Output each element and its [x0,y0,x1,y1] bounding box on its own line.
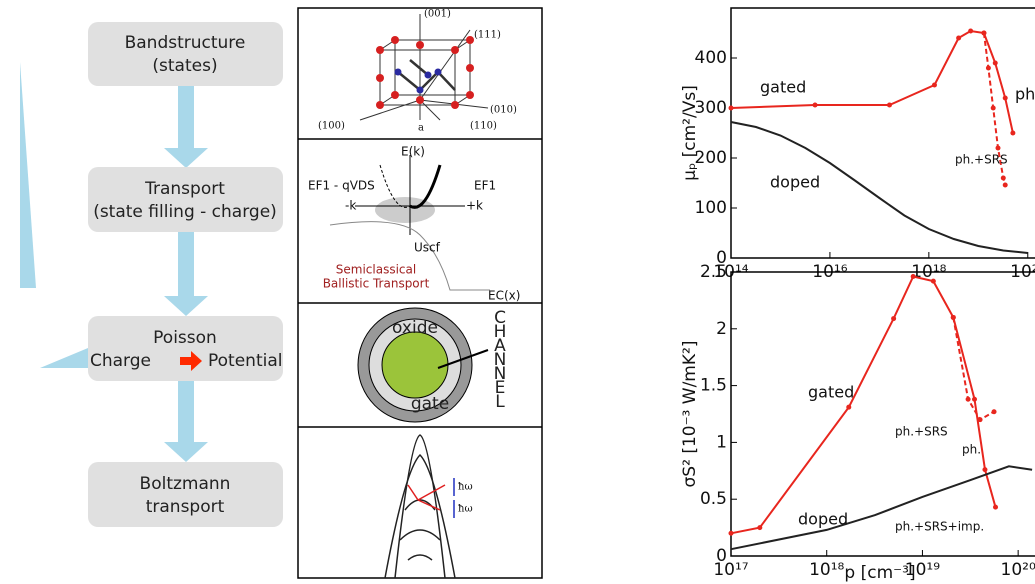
point [993,505,998,510]
point [932,83,937,88]
crystal-label: (010) [490,105,517,116]
flow-arrows [20,62,208,462]
caption: Semiclassical [336,263,416,277]
band-label: EF1 [474,179,496,193]
band-label: Uscf [414,241,441,255]
box-text: (state filling - charge) [93,202,277,222]
figure: Bandstructure (states) Transport (state … [0,0,1035,584]
point [992,409,997,414]
y-tick-label: 2.5 [700,262,727,282]
point [986,66,991,71]
box-text: Transport [144,179,225,199]
point [995,146,1000,151]
point [813,103,818,108]
point [887,103,892,108]
x-tick-label: 10¹⁸ [809,560,844,580]
y-tick-label: 2 [716,319,727,339]
point [968,29,973,34]
point [1003,183,1008,188]
series-line [953,317,994,419]
box-text: Charge [90,351,151,371]
point [729,106,734,111]
band-label: EF1 - qVDS [308,179,375,193]
crystal-label: (100) [318,121,345,132]
y-axis-label: σS² [10⁻³ W/mK²] [680,341,700,488]
flow-box [88,167,283,232]
y-tick-label: 0.5 [700,489,727,509]
point [978,417,983,422]
point [729,531,734,536]
box-text: (states) [152,56,217,76]
y-axis-label: μₚ [cm²/Vs] [680,85,700,181]
point [757,525,762,530]
point [972,397,977,402]
annotation: gated [760,78,806,97]
point [956,36,961,41]
annotation: ph. [962,443,981,457]
point [1010,131,1015,136]
point [1001,176,1006,181]
flow-box [88,462,283,527]
annotation: ph.+SRS [955,153,1008,167]
point [951,315,956,320]
point [966,397,971,402]
oxide-label: oxide [392,318,438,338]
x-axis-label: p [cm⁻³] [844,563,915,583]
caption: Ballistic Transport [323,277,430,291]
y-tick-label: 1 [716,432,727,452]
point [993,61,998,66]
annotation: gated [808,383,854,402]
channel [382,332,448,398]
point [981,31,986,36]
band-sketch [385,435,455,578]
band-label: E(k) [401,145,425,159]
annotation: doped [770,173,820,192]
charts: 010020030040010¹⁴10¹⁶10¹⁸10²⁰μₚ [cm²/Vs]… [680,8,1035,583]
crystal-label: (001) [424,9,451,20]
box-text: Potential [208,351,282,371]
phonon-label: ħω [458,504,473,515]
x-tick-label: 10¹⁷ [713,560,748,580]
annotation: ph. [1015,85,1035,104]
series-line [731,277,996,534]
channel-letter: L [495,392,505,412]
point [991,106,996,111]
phonon-label: ħω [458,482,473,493]
point [891,316,896,321]
crystal-label: (110) [470,121,497,132]
flow-box [88,22,283,86]
y-tick-label: 100 [695,198,727,218]
gate-label: gate [411,394,449,414]
crystal-label: (111) [474,30,501,41]
annotation: ph.+SRS [895,425,948,439]
crystal-label: a [418,123,424,134]
point [931,279,936,284]
point [846,405,851,410]
band-label: EC(x) [488,289,520,303]
box-text: Bandstructure [125,33,246,53]
point [1003,96,1008,101]
y-tick-label: 1.5 [700,376,727,396]
plot-frame [731,272,1035,556]
x-tick-label: 10²⁰ [1001,560,1035,580]
band-label: +k [466,199,483,213]
point [911,274,916,279]
point [982,467,987,472]
box-text: Poisson [153,328,217,348]
box-text: Boltzmann [140,474,231,494]
box-text: transport [146,497,225,517]
annotation: doped [798,510,848,529]
annotation: ph.+SRS+imp. [895,520,984,534]
flow-box [88,316,283,381]
band-label: -k [345,199,356,213]
y-tick-label: 400 [695,48,727,68]
